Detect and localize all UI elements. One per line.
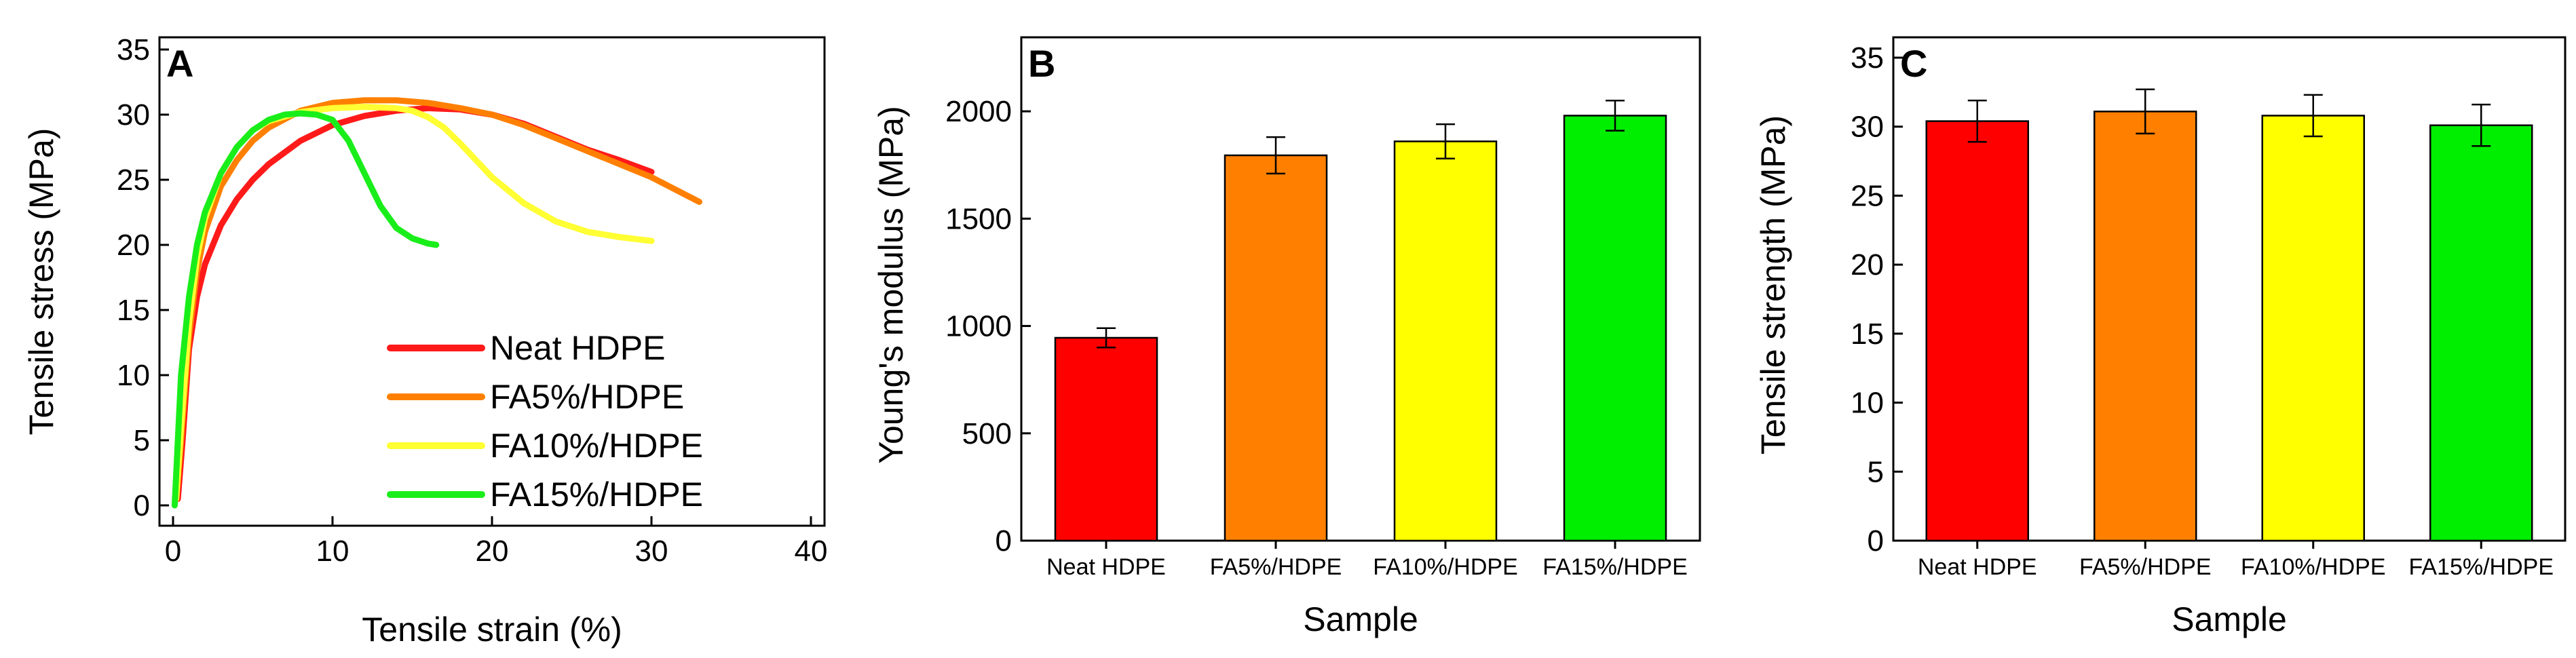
panel-c-bars	[1925, 88, 2533, 542]
panel-a-series-line-4	[171, 110, 440, 509]
panel-a-x-tick-label: 30	[635, 535, 668, 568]
panel-c-bar-3	[2261, 115, 2365, 542]
panel-a-x-tick-label: 0	[165, 535, 181, 568]
panel-c-category-label: FA10%/HDPE	[2241, 554, 2386, 580]
panel-c-y-tick-label: 10	[1851, 387, 1884, 420]
panel-a-legend-label-4: FA15%/HDPE	[490, 476, 703, 514]
panel-b-x-axis-title: Sample	[1303, 600, 1418, 638]
panel-c-bar-2	[2094, 111, 2197, 542]
panel-b-category-label: FA15%/HDPE	[1542, 554, 1688, 580]
panel-a-legend: Neat HDPE FA5%/HDPE FA10%/HDPE FA15%/HDPE	[387, 329, 703, 514]
panel-a-series	[171, 97, 702, 509]
panel-a-y-tick-label: 25	[117, 163, 150, 197]
panel-a-y-tick-label: 10	[117, 359, 150, 392]
panel-a-x-axis-title: Tensile strain (%)	[362, 611, 622, 649]
panel-a-legend-label-2: FA5%/HDPE	[490, 378, 684, 416]
panel-a-y-axis-title: Tensile stress (MPa)	[22, 128, 60, 436]
panel-b-error-bar-4	[1606, 100, 1625, 132]
panel-c-y-tick-label: 15	[1851, 317, 1884, 351]
panel-a-legend-label-3: FA10%/HDPE	[490, 427, 703, 465]
panel-c-ticks: 0 5 10 15 20 25 30 35 Neat HDPE FA5%/HDPE FA10%/HD…	[1851, 41, 2554, 580]
panel-b-bar-4	[1563, 115, 1667, 542]
panel-a-x-tick-label: 40	[795, 535, 828, 568]
panel-a-line-chart: A 0 10 20 30 40 0 5 10 15 20 25 30 35 Neat HDPE FA5%/…	[22, 33, 827, 649]
panel-b-ticks: 0 500 1000 1500 2000 Neat HDPE FA5%/HDPE FA10%/…	[945, 95, 1688, 580]
panel-b-plot-frame	[1020, 36, 1701, 542]
panel-c-y-axis-title: Tensile strength (MPa)	[1754, 115, 1792, 454]
panel-c-y-tick-label: 25	[1851, 179, 1884, 212]
panel-b-y-tick-label: 1000	[945, 310, 1012, 343]
panel-b-bar-chart: B 0 500 1000 1500 2000 Neat HDPE FA5%/HDPE FA10…	[872, 36, 1701, 638]
panel-c-category-label: FA15%/HDPE	[2408, 554, 2554, 580]
panel-c-y-tick-label: 30	[1851, 111, 1884, 144]
panel-a-letter: A	[166, 42, 193, 85]
panel-c-y-tick-label: 5	[1868, 455, 1884, 488]
panel-c-error-bar-1	[1967, 99, 1987, 143]
panel-b-category-label: Neat HDPE	[1046, 554, 1166, 580]
panel-b-error-bar-1	[1097, 327, 1116, 349]
panel-b-y-tick-label: 2000	[945, 95, 1012, 128]
panel-b-category-label: FA5%/HDPE	[1210, 554, 1342, 580]
panel-a-y-tick-label: 30	[117, 98, 150, 132]
panel-c-error-bar-4	[2471, 103, 2491, 147]
panel-a-ticks: 0 10 20 30 40 0 5 10 15 20 25 30 35	[117, 33, 827, 568]
panel-b-error-bar-2	[1266, 136, 1285, 175]
panel-c-bar-4	[2429, 124, 2533, 542]
panel-c-error-bar-2	[2136, 88, 2155, 135]
panel-a-y-tick-label: 5	[134, 424, 150, 457]
panel-c-plot-frame	[1892, 36, 2566, 542]
panel-a-x-tick-label: 10	[316, 535, 349, 568]
panel-b-y-tick-label: 0	[996, 524, 1012, 558]
panel-a-y-tick-label: 15	[117, 294, 150, 327]
panel-b-bar-1	[1054, 336, 1158, 542]
panel-c-error-bar-3	[2303, 94, 2323, 138]
panel-c-bar-1	[1925, 120, 2029, 542]
panel-b-y-tick-label: 1500	[945, 202, 1012, 235]
panel-b-error-bar-3	[1436, 123, 1455, 159]
panel-c-y-tick-label: 0	[1868, 524, 1884, 558]
panel-b-y-tick-label: 500	[962, 417, 1012, 450]
panel-c-x-axis-title: Sample	[2172, 600, 2287, 638]
panel-b-category-label: FA10%/HDPE	[1373, 554, 1518, 580]
panel-b-bar-3	[1393, 140, 1498, 542]
panel-a-y-tick-label: 35	[117, 33, 150, 66]
panel-a-x-tick-label: 20	[476, 535, 509, 568]
panel-c-category-label: Neat HDPE	[1918, 554, 2037, 580]
panel-b-bar-2	[1224, 154, 1328, 542]
panel-a-y-tick-label: 20	[117, 229, 150, 262]
panel-c-category-label: FA5%/HDPE	[2079, 554, 2212, 580]
panel-a-y-tick-label: 0	[134, 489, 150, 522]
panel-a-legend-label-1: Neat HDPE	[490, 329, 665, 367]
panel-b-y-axis-title: Young's modulus (MPa)	[872, 106, 910, 463]
panel-b-bars	[1054, 100, 1667, 542]
panel-c-letter: C	[1900, 42, 1927, 85]
panel-c-bar-chart: C 0 5 10 15 20 25 30 35 Neat HDPE FA5%/HDPE FA10%/…	[1754, 36, 2566, 638]
panel-b-letter: B	[1028, 42, 1055, 85]
panel-c-y-tick-label: 35	[1851, 41, 1884, 75]
panel-c-y-tick-label: 20	[1851, 248, 1884, 282]
